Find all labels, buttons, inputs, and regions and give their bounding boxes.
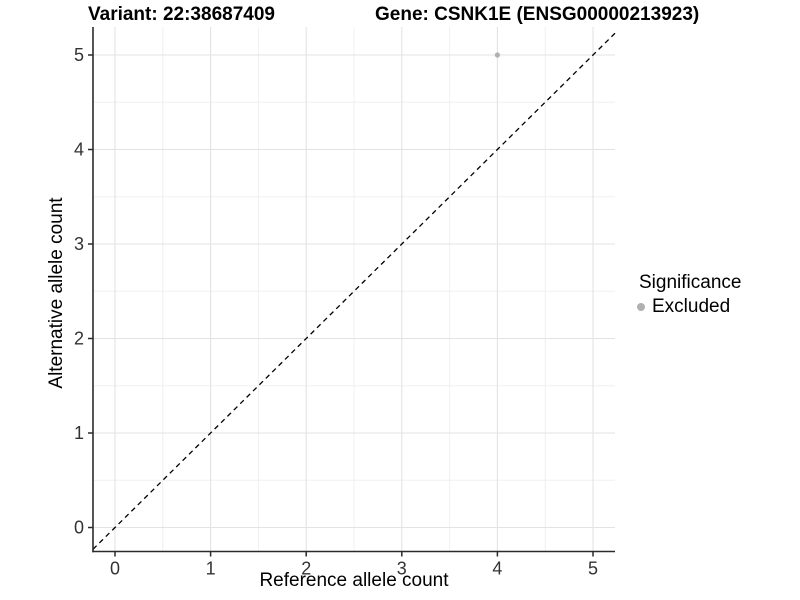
- legend-title: Significance: [639, 272, 742, 293]
- plot-title-variant: Variant: 22:38687409: [88, 4, 275, 25]
- legend-item-label: Excluded: [652, 296, 731, 317]
- x-axis-title: Reference allele count: [259, 570, 449, 591]
- legend: Significance Excluded: [637, 272, 741, 318]
- y-tick-label: 3: [74, 234, 84, 254]
- x-tick-label: 3: [397, 559, 407, 579]
- y-tick-label: 0: [74, 518, 84, 538]
- x-tick-label: 1: [206, 559, 216, 579]
- data-point-excluded: [494, 52, 500, 58]
- y-tick-label: 4: [74, 140, 84, 160]
- x-tick-label: 5: [588, 559, 598, 579]
- y-axis-title: Alternative allele count: [46, 197, 67, 389]
- y-tick-label: 1: [74, 423, 84, 443]
- plot-title-gene: Gene: CSNK1E (ENSG00000213923): [375, 4, 700, 25]
- x-tick-label: 4: [492, 559, 502, 579]
- excluded-point-icon: [637, 303, 645, 311]
- y-tick-label: 5: [74, 45, 84, 65]
- legend-item-excluded: Excluded: [637, 296, 741, 318]
- y-tick-label: 2: [74, 329, 84, 349]
- x-tick-label: 2: [301, 559, 311, 579]
- x-tick-label: 0: [110, 559, 120, 579]
